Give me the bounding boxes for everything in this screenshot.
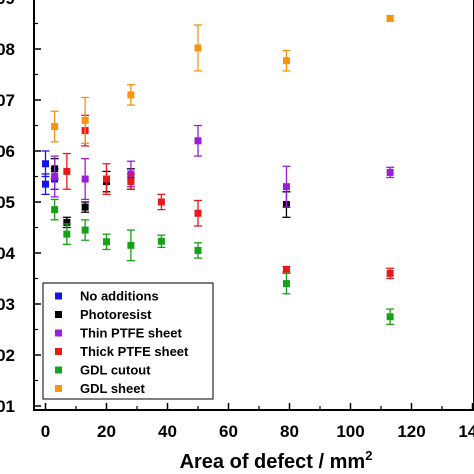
data-point [194,209,202,217]
y-tick-label: 08 [0,40,15,59]
legend-marker [55,385,62,392]
data-point [127,91,135,99]
y-tick-label: 01 [0,397,15,416]
legend-marker [55,292,62,300]
data-point [63,218,71,226]
data-point [81,116,89,124]
data-point [127,178,135,186]
legend-label: GDL sheet [80,381,145,396]
data-marks [41,14,395,326]
legend-label: Photoresist [80,307,152,322]
data-point [51,123,59,131]
legend: No additions Photoresist Thin PTFE sheet Th… [42,282,214,400]
legend-marker [55,311,62,318]
data-point [282,183,290,191]
data-point [282,265,290,273]
x-tick-label: 140 [458,422,474,441]
x-tick-label: 60 [219,422,238,441]
data-point [81,226,89,234]
data-point [386,269,394,277]
y-tick-label: 03 [0,295,15,314]
y-tick-label: 09 [0,0,15,8]
x-axis-title: Area of defect / mm2 [180,448,373,473]
data-point [157,198,165,206]
data-point [81,175,89,183]
data-point [386,14,394,22]
series [50,157,291,229]
series [50,124,395,208]
x-tick-label: 20 [97,422,116,441]
data-point [194,137,202,145]
series [50,14,395,145]
data-point [282,280,290,288]
y-tick-label: 02 [0,346,15,365]
data-point [42,160,49,168]
data-point [157,237,165,245]
x-tick-label: 40 [158,422,177,441]
x-axis-ticks [44,403,474,410]
legend-box [42,282,214,400]
data-point [386,168,394,176]
data-point [282,57,290,65]
series [41,150,59,196]
y-axis-ticks [34,22,41,407]
legend-marker [55,366,62,374]
data-point [81,203,89,211]
x-tick-label: 120 [397,422,425,441]
series [50,198,395,326]
data-point [51,206,59,214]
series [62,114,395,280]
y-tick-label: 05 [0,193,15,212]
x-tick-label: 0 [41,422,50,441]
x-tick-label: 80 [280,422,299,441]
plot-frame [33,0,474,411]
y-tick-label: 04 [0,244,16,263]
data-point [63,230,71,238]
data-point [63,167,71,175]
data-point [42,180,49,188]
y-axis-tick-labels: 01 02 03 04 05 06 07 08 09 [0,0,16,416]
legend-label: Thin PTFE sheet [80,326,183,341]
data-point [194,246,202,254]
legend-label: Thick PTFE sheet [80,344,189,359]
y-tick-label: 06 [0,142,15,161]
y-tick-label: 07 [0,91,15,110]
data-point [386,313,394,321]
legend-label: No additions [80,289,159,304]
legend-marker [55,329,62,337]
legend-marker [55,348,62,355]
data-point [194,44,202,52]
data-point [127,241,135,249]
legend-label: GDL cutout [80,363,151,378]
data-point [103,175,110,183]
x-tick-label: 100 [336,422,364,441]
data-point [51,173,59,180]
data-point [103,238,110,246]
x-axis-tick-labels: 0 20 40 60 80 100 120 140 [41,422,474,441]
